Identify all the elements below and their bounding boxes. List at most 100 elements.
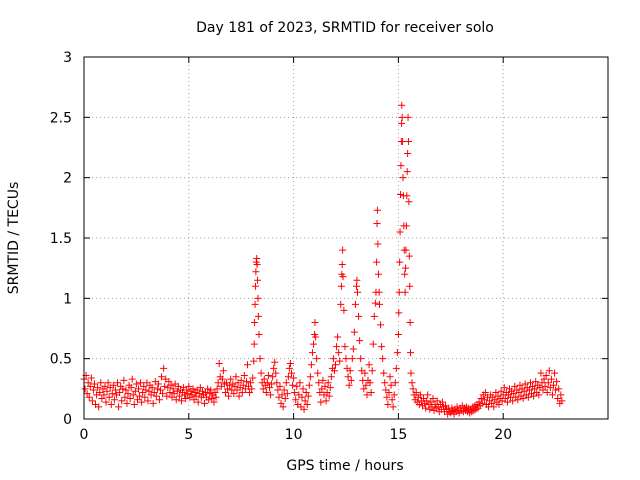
data-point bbox=[521, 380, 529, 388]
data-point bbox=[165, 378, 173, 386]
y-tick-label: 3 bbox=[63, 50, 72, 66]
data-point bbox=[396, 258, 404, 266]
data-point bbox=[407, 369, 415, 377]
data-point bbox=[302, 388, 310, 396]
data-point bbox=[401, 270, 409, 278]
data-point bbox=[406, 318, 414, 326]
data-point bbox=[264, 372, 272, 380]
data-point bbox=[226, 381, 234, 389]
data-point bbox=[149, 399, 157, 407]
data-point bbox=[407, 349, 415, 357]
data-point bbox=[554, 394, 562, 402]
data-point bbox=[168, 393, 176, 401]
data-point bbox=[321, 382, 329, 390]
data-point bbox=[129, 391, 137, 399]
data-point bbox=[416, 391, 424, 399]
data-point bbox=[303, 401, 311, 409]
data-point bbox=[288, 369, 296, 377]
y-tick-label: 2 bbox=[63, 171, 72, 187]
data-point bbox=[273, 379, 281, 387]
data-point bbox=[376, 300, 384, 308]
data-point bbox=[346, 367, 354, 375]
data-point bbox=[354, 288, 362, 296]
data-point bbox=[501, 394, 509, 402]
data-point bbox=[225, 392, 233, 400]
data-point bbox=[404, 113, 412, 121]
data-point bbox=[161, 382, 169, 390]
data-point bbox=[373, 220, 381, 228]
data-point bbox=[271, 358, 279, 366]
data-point bbox=[515, 388, 523, 396]
data-point bbox=[207, 386, 215, 394]
data-point bbox=[227, 375, 235, 383]
data-point bbox=[438, 398, 446, 406]
data-point bbox=[276, 382, 284, 390]
data-point bbox=[405, 252, 413, 260]
data-point bbox=[189, 385, 197, 393]
data-point bbox=[239, 381, 247, 389]
data-point bbox=[140, 382, 148, 390]
data-point bbox=[344, 373, 352, 381]
data-point bbox=[403, 168, 411, 176]
data-point bbox=[100, 391, 108, 399]
data-point bbox=[526, 379, 534, 387]
data-point bbox=[250, 340, 258, 348]
data-point bbox=[256, 355, 264, 363]
data-point bbox=[206, 390, 214, 398]
data-point bbox=[108, 390, 116, 398]
data-point bbox=[520, 387, 528, 395]
data-point bbox=[497, 387, 505, 395]
data-point bbox=[333, 343, 341, 351]
data-point bbox=[385, 388, 393, 396]
data-point bbox=[313, 355, 321, 363]
data-point bbox=[119, 385, 127, 393]
data-point bbox=[240, 372, 248, 380]
data-point bbox=[509, 397, 517, 405]
data-point bbox=[356, 337, 364, 345]
data-point bbox=[492, 388, 500, 396]
data-point bbox=[103, 387, 111, 395]
data-point bbox=[205, 396, 213, 404]
y-tick-label: 1.5 bbox=[50, 231, 72, 247]
data-point bbox=[391, 379, 399, 387]
data-point bbox=[97, 379, 105, 387]
data-point bbox=[243, 361, 251, 369]
data-point bbox=[336, 357, 344, 365]
data-point bbox=[524, 393, 532, 401]
data-point bbox=[181, 391, 189, 399]
data-point bbox=[503, 398, 511, 406]
data-point bbox=[402, 264, 410, 272]
data-point bbox=[134, 385, 142, 393]
data-point bbox=[304, 392, 312, 400]
data-point bbox=[127, 384, 135, 392]
data-point bbox=[317, 398, 325, 406]
data-point bbox=[248, 385, 256, 393]
data-point bbox=[374, 240, 382, 248]
data-point bbox=[332, 361, 340, 369]
data-point bbox=[398, 119, 406, 127]
data-point bbox=[128, 375, 136, 383]
data-point bbox=[545, 367, 553, 375]
data-point bbox=[301, 397, 309, 405]
data-point bbox=[269, 373, 277, 381]
data-point bbox=[145, 387, 153, 395]
data-point bbox=[541, 382, 549, 390]
data-point bbox=[307, 361, 315, 369]
data-point bbox=[552, 386, 560, 394]
data-point bbox=[123, 399, 131, 407]
data-point bbox=[289, 381, 297, 389]
data-point bbox=[393, 349, 401, 357]
data-point bbox=[319, 376, 327, 384]
x-tick-label: 10 bbox=[285, 427, 303, 443]
data-point bbox=[314, 369, 322, 377]
data-point bbox=[198, 387, 206, 395]
data-point bbox=[262, 388, 270, 396]
data-point bbox=[383, 393, 391, 401]
data-point bbox=[339, 273, 347, 281]
data-point bbox=[366, 379, 374, 387]
data-point bbox=[327, 373, 335, 381]
data-point bbox=[525, 386, 533, 394]
data-point bbox=[253, 255, 261, 263]
data-point bbox=[202, 388, 210, 396]
data-point bbox=[510, 390, 518, 398]
